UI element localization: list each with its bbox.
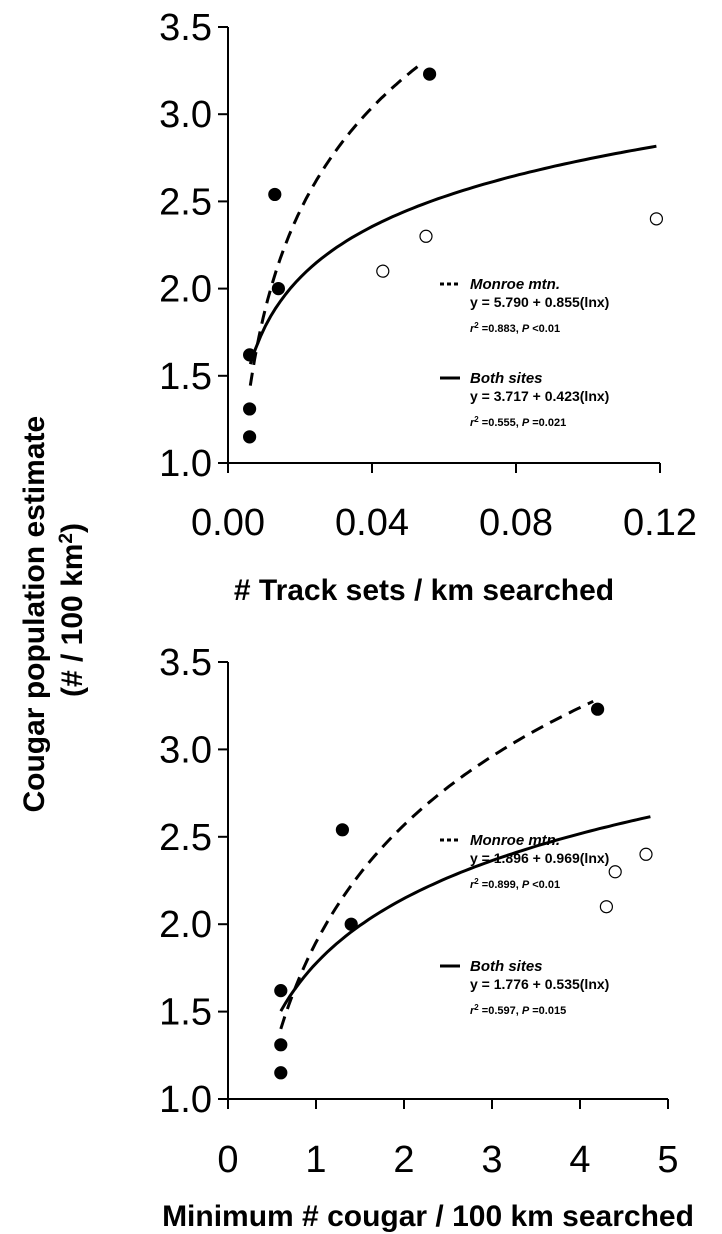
data-point-filled — [274, 1066, 288, 1080]
data-point-filled — [590, 702, 605, 716]
legend-equation: y = 5.790 + 0.855(lnx) — [470, 294, 609, 310]
data-point-open — [608, 865, 622, 879]
x-axis-label: # Track sets / km searched — [234, 574, 614, 607]
legend-stats: r2 =0.883, P <0.01 — [470, 321, 560, 335]
data-point-filled — [243, 348, 257, 362]
legend-entry: Monroe mtn.y = 5.790 + 0.855(lnx) r2 =0.8… — [440, 276, 609, 335]
y-tick-label: 3.0 — [159, 94, 212, 136]
y-tick-label: 3.5 — [159, 642, 212, 684]
legend-stats: r2 =0.597, P =0.015 — [470, 1003, 566, 1017]
data-point-filled — [423, 67, 437, 81]
legend-title: Monroe mtn. — [470, 832, 560, 849]
chart-panel-top: 1.0 1.5 2.0 2.5 3.0 3.5 0.00 0.04 0.08 0.12 # Trac… — [159, 7, 697, 607]
y-tick-label: 3.0 — [159, 729, 212, 771]
y-tick-label: 2.0 — [159, 904, 212, 946]
fit-curve-both-sites — [248, 144, 657, 365]
y-axis-label: Cougar population estimate (# / 100 km2) — [18, 407, 89, 812]
fit-curve-monroe — [248, 61, 424, 386]
data-point-filled — [243, 402, 257, 416]
x-tick-label: 0.00 — [191, 502, 265, 544]
data-point-open — [419, 229, 433, 243]
legend-equation: y = 3.717 + 0.423(lnx) — [470, 388, 609, 404]
x-tick-label: 2 — [393, 1139, 414, 1181]
legend-title: Monroe mtn. — [470, 276, 560, 293]
y-tick-label: 2.5 — [159, 817, 212, 859]
data-point-filled — [271, 282, 285, 296]
data-point-filled — [243, 430, 257, 444]
data-point-filled — [344, 917, 358, 931]
fit-curve-both-sites — [279, 815, 651, 1012]
y-tick-label: 2.5 — [159, 181, 212, 223]
x-tick-label: 5 — [657, 1139, 678, 1181]
x-tick-label: 4 — [569, 1139, 590, 1181]
y-tick-label: 3.5 — [159, 7, 212, 49]
data-point-open — [376, 264, 390, 278]
legend-title: Both sites — [470, 958, 543, 975]
x-tick-label: 0.04 — [335, 502, 409, 544]
y-tick-label: 1.0 — [159, 443, 212, 485]
x-tick-label: 0.08 — [479, 502, 553, 544]
x-tick-label: 0 — [217, 1139, 238, 1181]
y-tick-label: 1.5 — [159, 992, 212, 1034]
x-tick-label: 1 — [305, 1139, 326, 1181]
y-tick-label: 1.5 — [159, 356, 212, 398]
y-tick-label: 1.0 — [159, 1079, 212, 1121]
data-point-filled — [274, 984, 288, 998]
x-tick-label: 3 — [481, 1139, 502, 1181]
legend-equation: y = 1.896 + 0.969(lnx) — [470, 850, 609, 866]
data-point-filled — [335, 823, 349, 837]
legend-stats: r2 =0.555, P =0.021 — [470, 415, 566, 429]
legend-equation: y = 1.776 + 0.535(lnx) — [470, 976, 609, 992]
data-point-filled — [268, 187, 282, 202]
legend-entry: Monroe mtn.y = 1.896 + 0.969(lnx) r2 =0.8… — [440, 832, 609, 891]
chart-panel-bottom: 1.0 1.5 2.0 2.5 3.0 3.5 0 1 2 3 4 5 Minimum # cougar… — [159, 642, 694, 1233]
legend-stats: r2 =0.899, P <0.01 — [470, 877, 560, 891]
fit-curve-monroe — [279, 699, 594, 1030]
x-tick-label: 0.12 — [623, 502, 697, 544]
legend-title: Both sites — [470, 370, 543, 387]
data-point-filled — [274, 1038, 288, 1052]
y-tick-label: 2.0 — [159, 269, 212, 311]
data-point-open — [639, 847, 653, 861]
data-point-open — [649, 212, 664, 226]
x-axis-label: Minimum # cougar / 100 km searched — [162, 1200, 694, 1233]
data-point-open — [599, 900, 614, 914]
